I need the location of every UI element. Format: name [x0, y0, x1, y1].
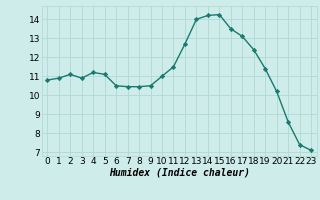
X-axis label: Humidex (Indice chaleur): Humidex (Indice chaleur) — [109, 168, 250, 178]
